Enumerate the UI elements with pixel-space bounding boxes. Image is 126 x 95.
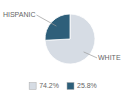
leader-line bbox=[36, 15, 56, 26]
legend-label: 25.8% bbox=[77, 82, 97, 89]
chart: WHITE HISPANIC 74.2% 25.8% bbox=[0, 0, 126, 95]
slice-label: HISPANIC bbox=[3, 11, 36, 18]
leader-line bbox=[84, 52, 97, 58]
legend-swatch bbox=[67, 83, 74, 90]
annotations: WHITE HISPANIC bbox=[3, 11, 121, 61]
legend-item: 74.2% bbox=[29, 82, 59, 90]
slice-label: WHITE bbox=[98, 54, 121, 61]
legend: 74.2% 25.8% bbox=[29, 82, 97, 90]
legend-swatch bbox=[29, 83, 36, 90]
pie-slice bbox=[45, 14, 95, 64]
pie-slice bbox=[45, 14, 70, 40]
legend-item: 25.8% bbox=[67, 82, 97, 90]
legend-label: 74.2% bbox=[39, 82, 59, 89]
pie bbox=[45, 14, 95, 64]
